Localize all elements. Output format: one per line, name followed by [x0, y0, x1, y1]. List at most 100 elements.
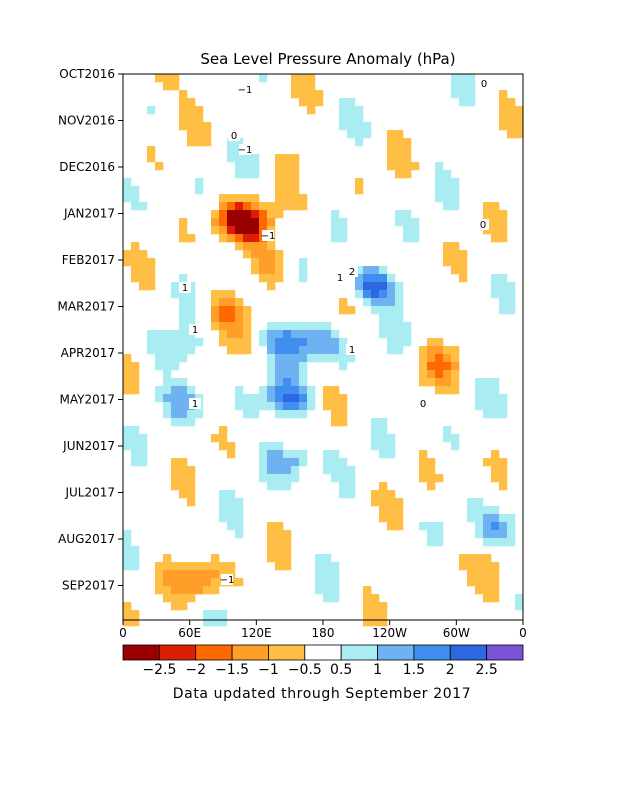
heatmap-cell: [419, 370, 428, 379]
footnote: Data updated through September 2017: [173, 686, 471, 702]
y-tick-label: NOV2016: [58, 114, 115, 128]
heatmap-cell: [283, 338, 292, 347]
heatmap-cell: [131, 370, 140, 379]
heatmap-cell: [171, 594, 180, 603]
heatmap-cell: [491, 530, 500, 539]
heatmap-cell: [331, 330, 340, 339]
contour-label-bg: [417, 398, 429, 409]
heatmap-cell: [235, 338, 244, 347]
heatmap-cell: [515, 594, 524, 603]
heatmap-cell: [227, 194, 236, 203]
heatmap-cell: [403, 338, 412, 347]
heatmap-cell: [227, 490, 236, 499]
heatmap-cell: [291, 338, 300, 347]
heatmap-cell: [299, 266, 308, 275]
heatmap-cell: [323, 578, 332, 587]
heatmap-cell: [339, 394, 348, 403]
heatmap-cell: [163, 330, 172, 339]
heatmap-cell: [491, 570, 500, 579]
heatmap-cell: [219, 202, 228, 211]
heatmap-cell: [227, 314, 236, 323]
heatmap-cell: [491, 450, 500, 459]
heatmap-cell: [259, 266, 268, 275]
heatmap-cell: [179, 474, 188, 483]
x-tick-label: 0: [519, 626, 527, 640]
heatmap-cell: [315, 570, 324, 579]
heatmap-cell: [467, 98, 476, 107]
heatmap-cell: [235, 314, 244, 323]
heatmap-cell: [283, 178, 292, 187]
heatmap-cell: [331, 394, 340, 403]
heatmap-cell: [243, 394, 252, 403]
heatmap-cell: [387, 490, 396, 499]
heatmap-cell: [387, 290, 396, 299]
heatmap-cell: [203, 138, 212, 147]
heatmap-cell: [267, 530, 276, 539]
heatmap-cell: [171, 466, 180, 475]
heatmap-cell: [331, 418, 340, 427]
contour-label: 0: [420, 399, 426, 410]
heatmap-cell: [411, 162, 420, 171]
heatmap-cell: [451, 378, 460, 387]
heatmap-cell: [467, 562, 476, 571]
heatmap-cell: [139, 250, 148, 259]
heatmap-cell: [435, 362, 444, 371]
heatmap-cell: [379, 274, 388, 283]
heatmap-cell: [427, 354, 436, 363]
heatmap-cell: [275, 362, 284, 371]
heatmap-cell: [387, 282, 396, 291]
x-tick-label: 60W: [443, 626, 470, 640]
heatmap-cell: [291, 178, 300, 187]
heatmap-cell: [163, 578, 172, 587]
heatmap-cell: [131, 250, 140, 259]
heatmap-cell: [179, 322, 188, 331]
heatmap-cell: [155, 330, 164, 339]
heatmap-cell: [491, 506, 500, 515]
heatmap-cell: [227, 330, 236, 339]
heatmap-cell: [275, 442, 284, 451]
heatmap-cell: [267, 450, 276, 459]
heatmap-cell: [283, 194, 292, 203]
heatmap-cell: [395, 346, 404, 355]
heatmap-cell: [491, 522, 500, 531]
heatmap-cell: [459, 554, 468, 563]
heatmap-cell: [227, 234, 236, 243]
heatmap-cell: [275, 274, 284, 283]
heatmap-cell: [475, 386, 484, 395]
heatmap-cell: [283, 162, 292, 171]
heatmap-cell: [187, 282, 196, 291]
heatmap-cell: [331, 386, 340, 395]
contour-label-bg: [346, 266, 358, 277]
heatmap-cell: [251, 162, 260, 171]
heatmap-cell: [267, 370, 276, 379]
heatmap-cell: [307, 394, 316, 403]
heatmap-cell: [275, 458, 284, 467]
heatmap-cell: [147, 266, 156, 275]
heatmap-cell: [395, 306, 404, 315]
heatmap-cell: [267, 354, 276, 363]
heatmap-cell: [267, 522, 276, 531]
heatmap-cell: [267, 386, 276, 395]
heatmap-cell: [299, 82, 308, 91]
heatmap-cell: [179, 570, 188, 579]
heatmap-cell: [451, 266, 460, 275]
contour-label: 1: [192, 399, 198, 410]
heatmap-cell: [211, 210, 220, 219]
heatmap-cell: [259, 450, 268, 459]
heatmap-cell: [483, 506, 492, 515]
heatmap-cell: [243, 338, 252, 347]
heatmap-cell: [299, 202, 308, 211]
contour-label: −1: [220, 575, 235, 586]
heatmap-cell: [179, 466, 188, 475]
colorbar-label: −1: [258, 662, 279, 678]
heatmap-cell: [155, 338, 164, 347]
heatmap-cell: [259, 210, 268, 219]
heatmap-cell: [459, 266, 468, 275]
heatmap-cell: [371, 490, 380, 499]
heatmap-cell: [187, 106, 196, 115]
contour-label: −1: [261, 231, 276, 242]
heatmap-cell: [211, 434, 220, 443]
heatmap-cell: [283, 362, 292, 371]
heatmap-cell: [139, 450, 148, 459]
heatmap-cell: [443, 202, 452, 211]
